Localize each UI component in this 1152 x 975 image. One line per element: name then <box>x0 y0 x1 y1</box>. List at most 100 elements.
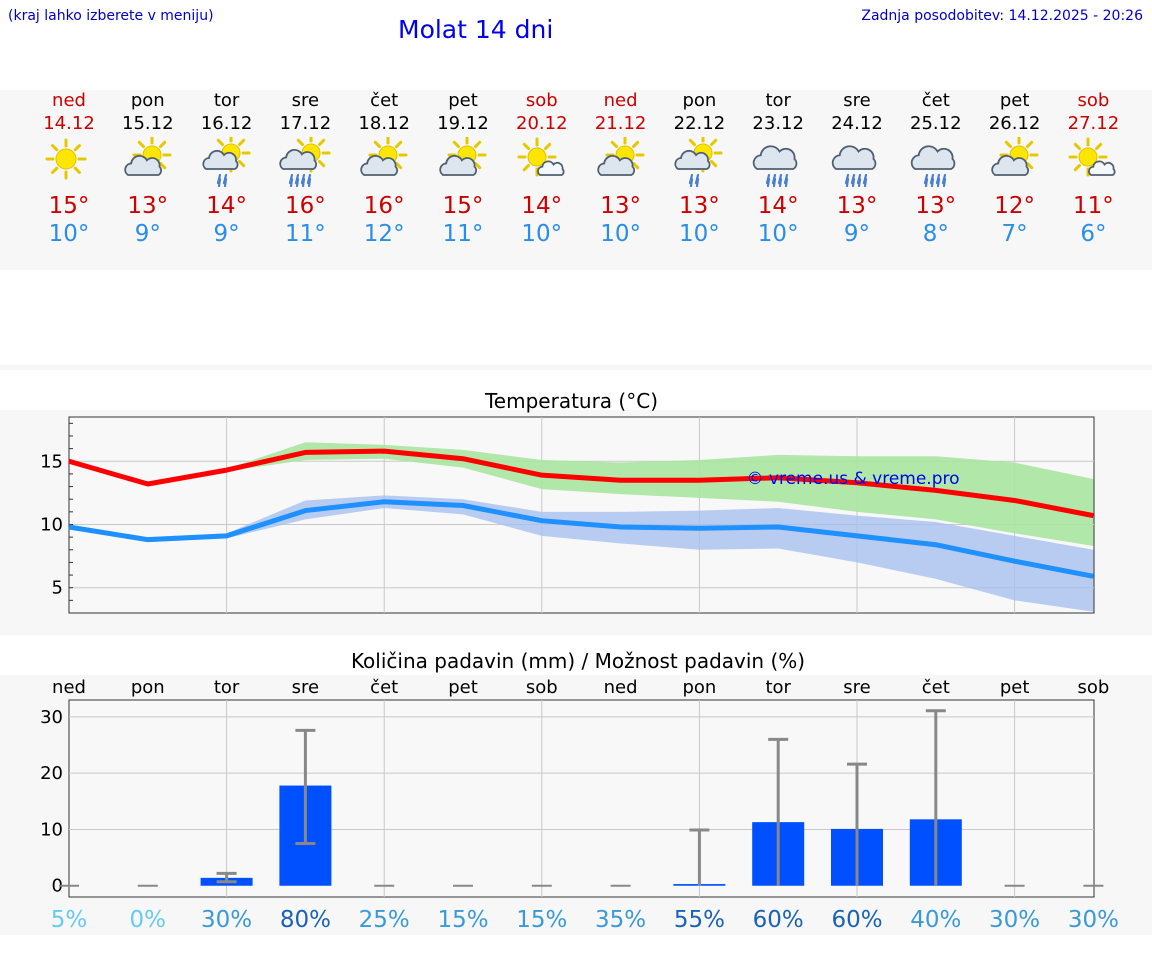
min-temp: 11° <box>285 221 326 247</box>
day-column: pet 19.12 15° 11° <box>424 90 502 247</box>
max-temp: 13° <box>127 193 169 219</box>
max-temp: 15° <box>442 193 484 219</box>
day-column: pet 26.12 12° 7° <box>976 90 1054 247</box>
max-temp: 13° <box>600 193 641 219</box>
precipitation-chart-title: Količina padavin (mm) / Možnost padavin … <box>351 649 805 673</box>
min-temp: 9° <box>213 221 240 247</box>
day-column: čet 18.12 16° 12° <box>345 90 423 247</box>
day-name: pet <box>999 90 1030 111</box>
sun-cloud-heavy-rain-icon <box>279 137 331 188</box>
precip-probability: 15% <box>437 907 488 933</box>
category-label: ned <box>604 677 638 698</box>
precip-probability: 15% <box>516 907 567 933</box>
location-hint: (kraj lahko izberete v meniju) <box>8 8 214 24</box>
precip-probability: 30% <box>1068 907 1119 933</box>
category-label: sre <box>843 677 870 698</box>
day-name: sob <box>525 90 558 111</box>
day-date: 19.12 <box>437 113 489 134</box>
day-name: pon <box>130 90 165 111</box>
day-date: 23.12 <box>752 113 804 134</box>
day-name: čet <box>370 90 399 111</box>
precip-probability: 35% <box>595 907 646 933</box>
day-name: sre <box>291 90 320 111</box>
precip-probability: 40% <box>910 907 961 933</box>
day-column: tor 23.12 14° 10° <box>739 90 817 247</box>
max-temp: 13° <box>915 193 957 219</box>
day-column: pon 15.12 13° 9° <box>109 90 187 247</box>
cloud-heavy-rain-icon <box>831 145 877 188</box>
day-name: čet <box>921 90 950 111</box>
min-temp: 7° <box>1001 221 1028 247</box>
precip-probability: 55% <box>674 907 725 933</box>
y-tick-label: 20 <box>40 763 63 784</box>
sun-cloud-rain-icon <box>674 137 723 188</box>
day-date: 21.12 <box>594 113 647 134</box>
category-label: sob <box>526 677 558 698</box>
precip-probability: 0% <box>130 907 167 933</box>
precip-probability: 80% <box>280 907 331 933</box>
last-update: Zadnja posodobitev: 14.12.2025 - 20:26 <box>861 8 1143 24</box>
max-temp: 11° <box>1073 193 1114 219</box>
precip-probability: 60% <box>753 907 804 933</box>
partly-cloudy-icon <box>439 137 487 176</box>
min-temp-band <box>69 495 1094 612</box>
sun-icon <box>45 138 87 180</box>
min-temp: 10° <box>600 221 641 247</box>
day-column: čet 25.12 13° 8° <box>897 90 975 247</box>
min-temp: 10° <box>521 221 563 247</box>
min-temp: 9° <box>843 221 871 247</box>
min-temp: 11° <box>442 221 484 247</box>
cloud-heavy-rain-icon <box>752 145 798 188</box>
day-date: 24.12 <box>831 113 883 134</box>
max-temp: 16° <box>363 193 405 219</box>
precip-probability: 30% <box>201 907 252 933</box>
day-name: pon <box>682 90 717 111</box>
day-date: 25.12 <box>910 113 962 134</box>
day-column: sre 17.12 16° 11° <box>266 90 344 247</box>
day-date: 27.12 <box>1067 113 1120 134</box>
y-tick-label: 15 <box>40 451 63 472</box>
cloud-heavy-rain-icon <box>910 145 956 188</box>
max-temp: 13° <box>679 193 720 219</box>
category-label: ned <box>52 677 86 698</box>
day-column: sob 27.12 11° 6° <box>1054 90 1132 247</box>
day-column: pon 22.12 13° 10° <box>660 90 738 247</box>
partly-cloudy-icon <box>360 137 408 176</box>
day-name: pet <box>448 90 478 111</box>
category-label: tor <box>214 677 240 698</box>
max-temp: 12° <box>994 193 1035 219</box>
category-label: pon <box>131 677 165 698</box>
category-label: čet <box>922 677 950 698</box>
day-column: sre 24.12 13° 9° <box>818 90 896 247</box>
min-temp: 10° <box>48 221 90 247</box>
min-temp: 8° <box>922 221 949 247</box>
y-tick-label: 0 <box>52 876 63 897</box>
y-tick-label: 30 <box>40 707 63 728</box>
min-temp: 10° <box>757 221 799 247</box>
min-temp: 9° <box>134 221 161 247</box>
day-date: 22.12 <box>673 113 726 134</box>
max-temp: 15° <box>48 193 90 219</box>
min-temp: 10° <box>679 221 720 247</box>
sun-cloud-rain-icon <box>202 137 251 188</box>
category-label: pet <box>448 677 478 698</box>
y-tick-label: 5 <box>52 578 63 599</box>
min-temp-line <box>68 499 1094 579</box>
max-temp: 14° <box>206 193 247 219</box>
category-label: čet <box>370 677 398 698</box>
precipitation-chart: Količina padavin (mm) / Možnost padavin … <box>40 649 1119 933</box>
max-temp: 13° <box>836 193 878 219</box>
category-label: pet <box>1000 677 1030 698</box>
y-tick-label: 10 <box>40 819 63 840</box>
precip-probability: 5% <box>51 907 88 933</box>
day-date: 16.12 <box>200 113 253 134</box>
partly-cloudy-icon <box>596 137 645 176</box>
precip-probability: 30% <box>989 907 1040 933</box>
day-name: sob <box>1077 90 1110 111</box>
min-temp: 6° <box>1080 221 1107 247</box>
category-label: pon <box>682 677 716 698</box>
day-name: tor <box>765 90 791 111</box>
min-temp: 12° <box>363 221 405 247</box>
temperature-chart-title: Temperatura (°C) <box>484 389 658 413</box>
max-temp-band <box>69 442 1094 546</box>
